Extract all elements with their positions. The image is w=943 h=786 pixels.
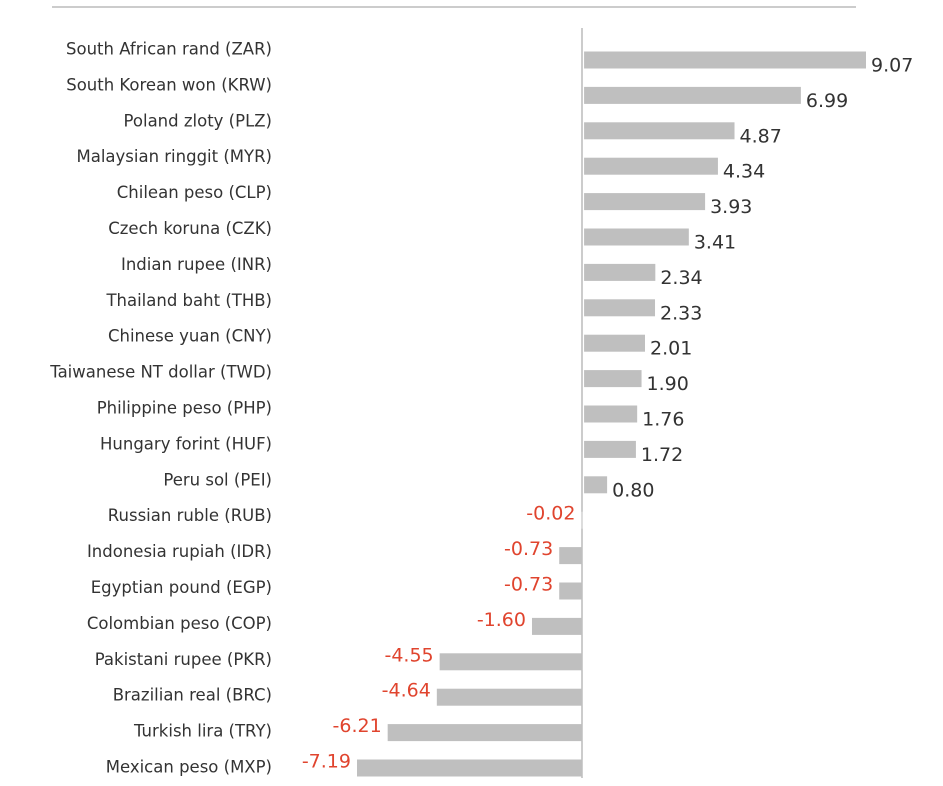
value-label: 9.07 (871, 55, 913, 77)
value-label: -0.02 (526, 503, 575, 525)
bar (584, 263, 656, 281)
bar (436, 688, 583, 706)
bar (584, 299, 656, 317)
category-label: Mexican peso (MXP) (106, 758, 272, 777)
bar (439, 653, 583, 671)
bar (584, 86, 801, 104)
value-label: 3.41 (694, 232, 736, 254)
bar (584, 405, 638, 423)
category-label: Indonesia rupiah (IDR) (87, 542, 272, 561)
value-label: -0.73 (504, 538, 553, 560)
bar (584, 476, 608, 494)
bar (584, 157, 718, 175)
bar (584, 122, 735, 140)
value-label: 1.76 (642, 409, 684, 431)
category-label: Czech koruna (CZK) (108, 219, 272, 238)
value-label: -4.64 (382, 680, 431, 702)
value-label: -0.73 (504, 574, 553, 596)
value-label: 4.34 (723, 161, 765, 183)
category-label: Brazilian real (BRC) (113, 686, 272, 705)
bar (584, 51, 866, 69)
value-label: 3.93 (710, 196, 752, 218)
category-label: Thailand baht (THB) (105, 291, 272, 310)
value-label: 6.99 (806, 90, 848, 112)
bar (584, 334, 645, 352)
bar (559, 582, 583, 600)
value-label: 1.72 (641, 444, 683, 466)
category-label: Turkish lira (TRY) (133, 722, 272, 741)
bar (581, 511, 583, 529)
bar (584, 193, 706, 211)
category-label: Russian ruble (RUB) (108, 506, 272, 525)
category-label: Colombian peso (COP) (87, 614, 272, 633)
category-label: South Korean won (KRW) (66, 75, 272, 94)
bar (531, 617, 583, 635)
category-label: Indian rupee (INR) (121, 255, 272, 274)
category-label: Pakistani rupee (PKR) (95, 650, 272, 669)
bar (584, 370, 642, 388)
category-label: Philippine peso (PHP) (97, 399, 272, 418)
value-label: 2.33 (660, 302, 702, 324)
value-label: 2.01 (650, 338, 692, 360)
value-label: -1.60 (477, 609, 526, 631)
value-label: -4.55 (384, 644, 433, 666)
category-label: Chinese yuan (CNY) (108, 327, 272, 346)
category-label: Chilean peso (CLP) (117, 183, 272, 202)
value-label: 0.80 (612, 479, 654, 501)
bar (559, 547, 583, 565)
value-label: 2.34 (660, 267, 702, 289)
value-label: -7.19 (302, 751, 351, 773)
category-label: Taiwanese NT dollar (TWD) (49, 363, 272, 382)
category-label: Hungary forint (HUF) (100, 434, 272, 453)
bar (584, 228, 689, 246)
bar (387, 724, 583, 742)
bar (357, 759, 583, 777)
category-label: Malaysian ringgit (MYR) (76, 147, 272, 166)
category-label: Poland zloty (PLZ) (124, 111, 272, 130)
value-label: 4.87 (740, 125, 782, 147)
category-label: Peru sol (PEI) (163, 470, 272, 489)
value-label: -6.21 (333, 715, 382, 737)
bar (584, 440, 636, 458)
value-label: 1.90 (647, 373, 689, 395)
category-label: Egyptian pound (EGP) (91, 578, 272, 597)
category-label: South African rand (ZAR) (66, 40, 272, 59)
